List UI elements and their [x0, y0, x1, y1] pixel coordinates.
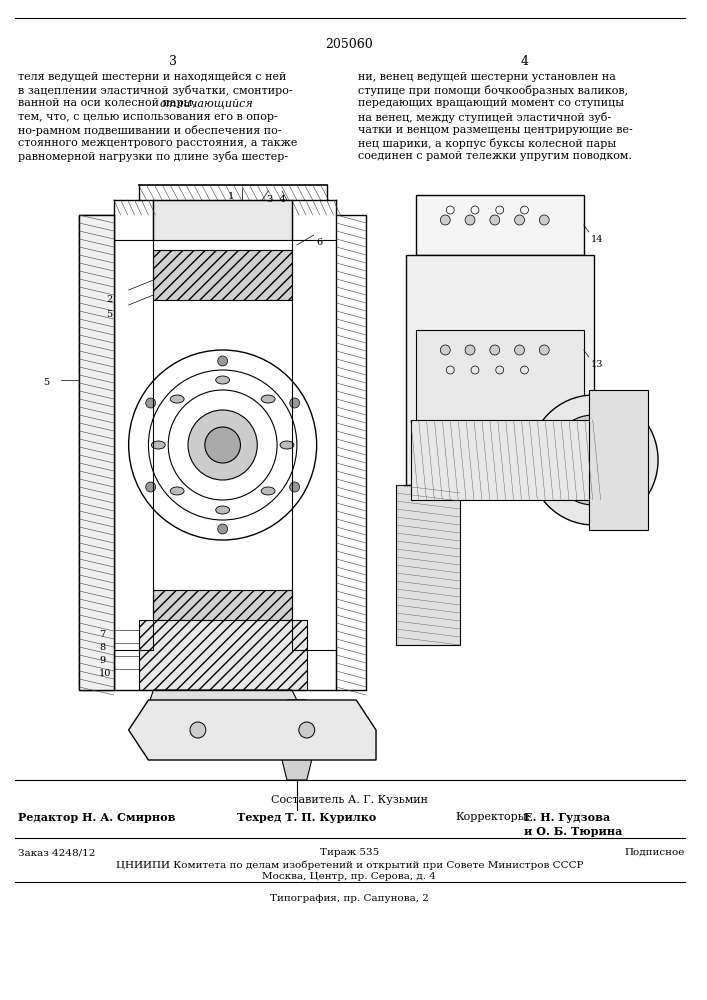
Circle shape	[515, 215, 525, 225]
Circle shape	[539, 345, 549, 355]
Text: отличающийся: отличающийся	[159, 98, 253, 109]
Circle shape	[530, 395, 658, 525]
Text: 4: 4	[520, 55, 528, 68]
Text: 10: 10	[99, 669, 111, 678]
Circle shape	[549, 415, 638, 505]
Circle shape	[211, 708, 235, 732]
Polygon shape	[277, 700, 317, 780]
Circle shape	[146, 482, 156, 492]
Text: ЦНИИПИ Комитета по делам изобретений и открытий при Совете Министров СССР: ЦНИИПИ Комитета по делам изобретений и о…	[115, 860, 583, 869]
Text: теля ведущей шестерни и находящейся с ней: теля ведущей шестерни и находящейся с не…	[18, 72, 286, 82]
Text: 14: 14	[591, 235, 603, 244]
Text: 2: 2	[106, 295, 112, 304]
Bar	[416, 195, 584, 255]
Text: Е. Н. Гудзова: Е. Н. Гудзова	[525, 812, 611, 823]
Text: ступице при помощи бочкообразных валиков,: ступице при помощи бочкообразных валиков…	[358, 85, 629, 96]
Text: ванной на оси колесной пары,: ванной на оси колесной пары,	[18, 98, 199, 108]
Ellipse shape	[280, 441, 294, 449]
Circle shape	[218, 356, 228, 366]
Circle shape	[490, 215, 500, 225]
Text: 3: 3	[169, 55, 177, 68]
Text: 6: 6	[317, 238, 323, 247]
Circle shape	[465, 215, 475, 225]
Text: 7: 7	[99, 630, 105, 639]
Circle shape	[515, 345, 525, 355]
Ellipse shape	[170, 395, 184, 403]
Bar	[589, 390, 648, 530]
Circle shape	[584, 450, 604, 470]
Text: 13: 13	[591, 360, 603, 369]
Text: стоянного межцентрового расстояния, а также: стоянного межцентрового расстояния, а та…	[18, 138, 297, 148]
Circle shape	[440, 215, 450, 225]
Text: 5: 5	[106, 310, 112, 319]
Bar	[153, 200, 292, 240]
Text: но-рамном подвешивании и обеспечения по-: но-рамном подвешивании и обеспечения по-	[18, 125, 281, 136]
Text: ни, венец ведущей шестерни установлен на: ни, венец ведущей шестерни установлен на	[358, 72, 616, 82]
Circle shape	[188, 410, 257, 480]
Text: и О. Б. Тюрина: и О. Б. Тюрина	[525, 826, 623, 837]
Text: передающих вращающий момент со ступицы: передающих вращающий момент со ступицы	[358, 98, 624, 108]
Text: Типография, пр. Сапунова, 2: Типография, пр. Сапунова, 2	[270, 894, 428, 903]
Text: Заказ 4248/12: Заказ 4248/12	[18, 848, 95, 857]
Text: 1: 1	[228, 192, 234, 201]
Text: Корректоры:: Корректоры:	[455, 812, 530, 822]
Text: Техред Т. П. Курилко: Техред Т. П. Курилко	[238, 812, 377, 823]
Ellipse shape	[261, 487, 275, 495]
Circle shape	[146, 398, 156, 408]
Circle shape	[190, 722, 206, 738]
Ellipse shape	[151, 441, 165, 449]
Circle shape	[299, 722, 315, 738]
Bar	[153, 590, 292, 650]
Text: 3  4: 3 4	[267, 195, 286, 204]
Text: Составитель А. Г. Кузьмин: Составитель А. Г. Кузьмин	[271, 795, 428, 805]
Bar	[406, 255, 594, 485]
Circle shape	[569, 435, 619, 485]
Text: 5: 5	[43, 378, 49, 387]
Circle shape	[490, 345, 500, 355]
Bar	[153, 250, 292, 300]
Bar	[411, 420, 594, 500]
Ellipse shape	[216, 376, 230, 384]
Circle shape	[539, 215, 549, 225]
Circle shape	[290, 482, 300, 492]
Text: нец шарики, а корпус буксы колесной пары: нец шарики, а корпус буксы колесной пары	[358, 138, 617, 149]
Polygon shape	[79, 215, 114, 690]
Text: 8: 8	[99, 643, 105, 652]
Polygon shape	[129, 700, 376, 760]
Bar	[396, 485, 460, 645]
Circle shape	[205, 427, 240, 463]
Text: 9: 9	[99, 656, 105, 665]
Bar	[416, 330, 584, 450]
Bar	[139, 620, 307, 690]
Text: чатки и венцом размещены центрирующие ве-: чатки и венцом размещены центрирующие ве…	[358, 125, 633, 135]
Text: соединен с рамой тележки упругим поводком.: соединен с рамой тележки упругим поводко…	[358, 151, 632, 161]
Text: тем, что, с целью использования его в опор-: тем, что, с целью использования его в оп…	[18, 112, 278, 122]
Ellipse shape	[170, 487, 184, 495]
Circle shape	[290, 398, 300, 408]
Text: на венец, между ступицей эластичной зуб-: на венец, между ступицей эластичной зуб-	[358, 112, 612, 123]
Text: Тираж 535: Тираж 535	[320, 848, 379, 857]
Ellipse shape	[261, 395, 275, 403]
Text: в зацеплении эластичной зубчатки, смонтиро-: в зацеплении эластичной зубчатки, смонти…	[18, 85, 293, 96]
Text: Редактор Н. А. Смирнов: Редактор Н. А. Смирнов	[18, 812, 175, 823]
Text: 205060: 205060	[325, 38, 373, 51]
Polygon shape	[144, 690, 307, 750]
Text: Подписное: Подписное	[624, 848, 685, 857]
Circle shape	[218, 524, 228, 534]
Text: Москва, Центр, пр. Серова, д. 4: Москва, Центр, пр. Серова, д. 4	[262, 872, 436, 881]
Circle shape	[465, 345, 475, 355]
Ellipse shape	[216, 506, 230, 514]
Text: равномерной нагрузки по длине зуба шестер-: равномерной нагрузки по длине зуба шесте…	[18, 151, 288, 162]
Circle shape	[440, 345, 450, 355]
